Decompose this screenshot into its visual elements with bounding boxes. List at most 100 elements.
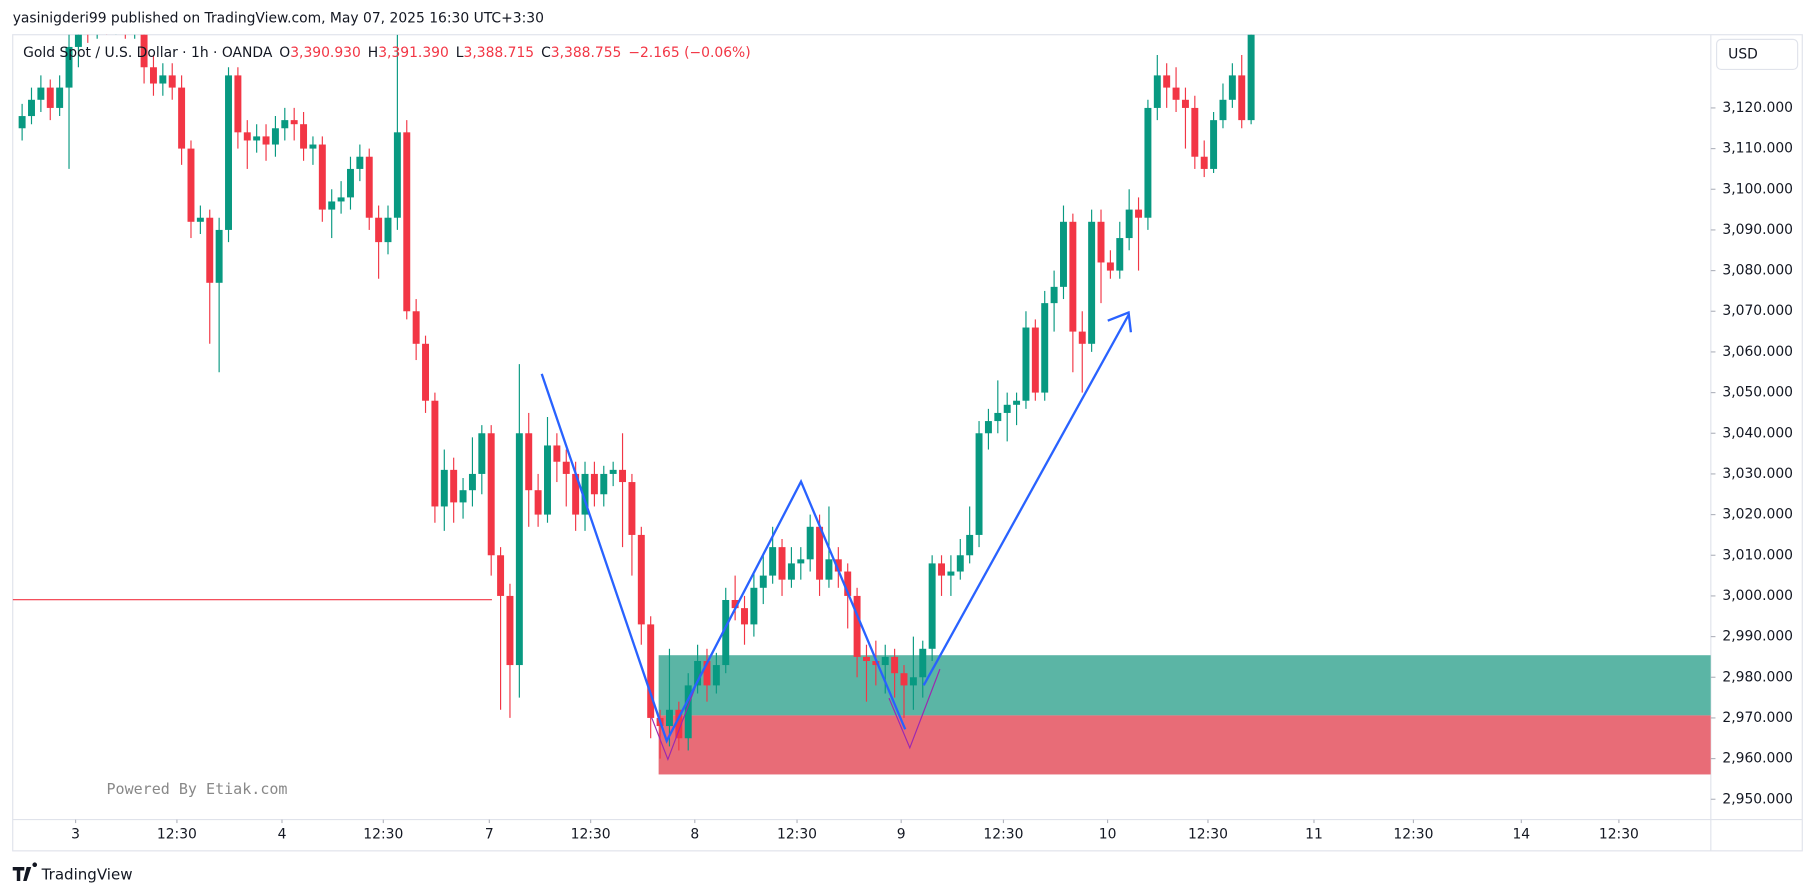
y-tick-label: 3,070.000 <box>1722 303 1793 319</box>
candle-body <box>1228 75 1236 100</box>
x-tick-label: 3 <box>71 827 80 843</box>
candle-body <box>994 412 1002 422</box>
y-tick-label: 3,050.000 <box>1722 385 1793 401</box>
candle-body <box>712 665 720 686</box>
candle-body <box>1069 221 1077 332</box>
candle-body <box>422 343 430 401</box>
publish-header: yasinigderi99 published on TradingView.c… <box>13 11 544 27</box>
x-tick-label: 14 <box>1512 827 1530 843</box>
candle-body <box>938 563 945 576</box>
candle-body <box>384 217 392 243</box>
candle-body <box>1022 327 1030 401</box>
candle-body <box>919 648 927 678</box>
candle-body <box>318 144 326 210</box>
candle-body <box>393 132 401 218</box>
candle-body <box>759 575 767 588</box>
candle-body <box>46 87 54 108</box>
candle-body <box>628 482 636 535</box>
x-tick-label: 10 <box>1099 827 1117 843</box>
candles <box>18 34 1255 759</box>
y-tick-label: 3,060.000 <box>1722 344 1793 360</box>
candle-body <box>609 469 617 474</box>
legend-label: C <box>541 45 551 61</box>
candle-body <box>825 559 833 580</box>
candle-body <box>1088 221 1096 344</box>
candle-body <box>178 87 186 149</box>
candle-body <box>834 559 842 572</box>
candle-body <box>290 120 298 125</box>
candle-body <box>271 128 279 145</box>
candle-body <box>225 75 232 230</box>
candle-body <box>140 34 148 68</box>
candle-body <box>1219 99 1227 121</box>
candle-body <box>806 526 814 560</box>
candle-body <box>375 217 383 243</box>
candle-body <box>984 421 992 434</box>
candle-body <box>28 99 35 117</box>
candle-body <box>468 473 476 491</box>
candle-body <box>684 685 692 739</box>
pattern-line <box>888 668 941 750</box>
x-tick-label: 12:30 <box>1393 827 1433 843</box>
candle-body <box>1144 107 1152 218</box>
candle-body <box>1003 404 1011 413</box>
candle-body <box>159 75 167 84</box>
candle-body <box>262 136 270 145</box>
candle-body <box>18 116 26 129</box>
candle-body <box>168 75 176 88</box>
brand-logo <box>12 862 38 881</box>
candle-body <box>1135 209 1143 218</box>
legend-value: 3,390.930 <box>290 45 361 61</box>
candle-body <box>149 67 157 84</box>
candle-body <box>1125 209 1133 239</box>
candle-body <box>1013 400 1021 405</box>
candle-body <box>909 677 917 686</box>
candle-body <box>1210 120 1218 169</box>
candle-body <box>665 709 673 727</box>
candle-body <box>750 587 758 625</box>
zones <box>12 599 1711 775</box>
candle-body <box>1060 221 1067 287</box>
y-tick-label: 3,020.000 <box>1722 507 1793 523</box>
candle-body <box>590 473 598 495</box>
candle-body <box>891 656 899 674</box>
candle-body <box>403 132 411 312</box>
candle-body <box>787 563 795 580</box>
candle-body <box>328 201 336 210</box>
brand: TradingView <box>41 866 133 884</box>
candle-body <box>872 660 880 666</box>
projection-line <box>922 314 1130 686</box>
x-tick-label: 12:30 <box>1599 827 1639 843</box>
candle-body <box>703 660 711 686</box>
candle-body <box>459 490 467 503</box>
x-tick-label: 12:30 <box>1188 827 1228 843</box>
legend-label: L <box>456 45 464 61</box>
candle-body <box>506 595 514 666</box>
x-tick-label: 12:30 <box>983 827 1023 843</box>
candle-body <box>497 555 505 596</box>
candle-body <box>37 87 45 100</box>
demand-zone <box>658 655 1711 716</box>
legend-label: H <box>368 45 378 61</box>
candle-body <box>525 433 533 491</box>
candle-body <box>187 148 195 222</box>
x-tick-label: 4 <box>278 827 287 843</box>
candle-body <box>206 217 214 283</box>
y-tick-label: 3,080.000 <box>1722 263 1793 279</box>
candle-body <box>797 559 805 564</box>
candle-body <box>215 229 223 283</box>
candle-body <box>1153 75 1161 108</box>
legend-value: 3,391.390 <box>378 45 449 61</box>
candle-body <box>196 217 204 222</box>
currency-button[interactable] <box>1716 38 1799 71</box>
candle-body <box>234 75 242 133</box>
watermark: Powered By Etiak.com <box>106 780 287 798</box>
legend-value: 3,388.755 <box>551 45 622 61</box>
candle-body <box>562 461 570 474</box>
change: −2.165 (−0.06%) <box>628 45 750 61</box>
candle-body <box>300 124 308 149</box>
candle-body <box>431 400 439 507</box>
currency[interactable]: USD <box>1728 46 1758 62</box>
candle-body <box>56 87 64 108</box>
